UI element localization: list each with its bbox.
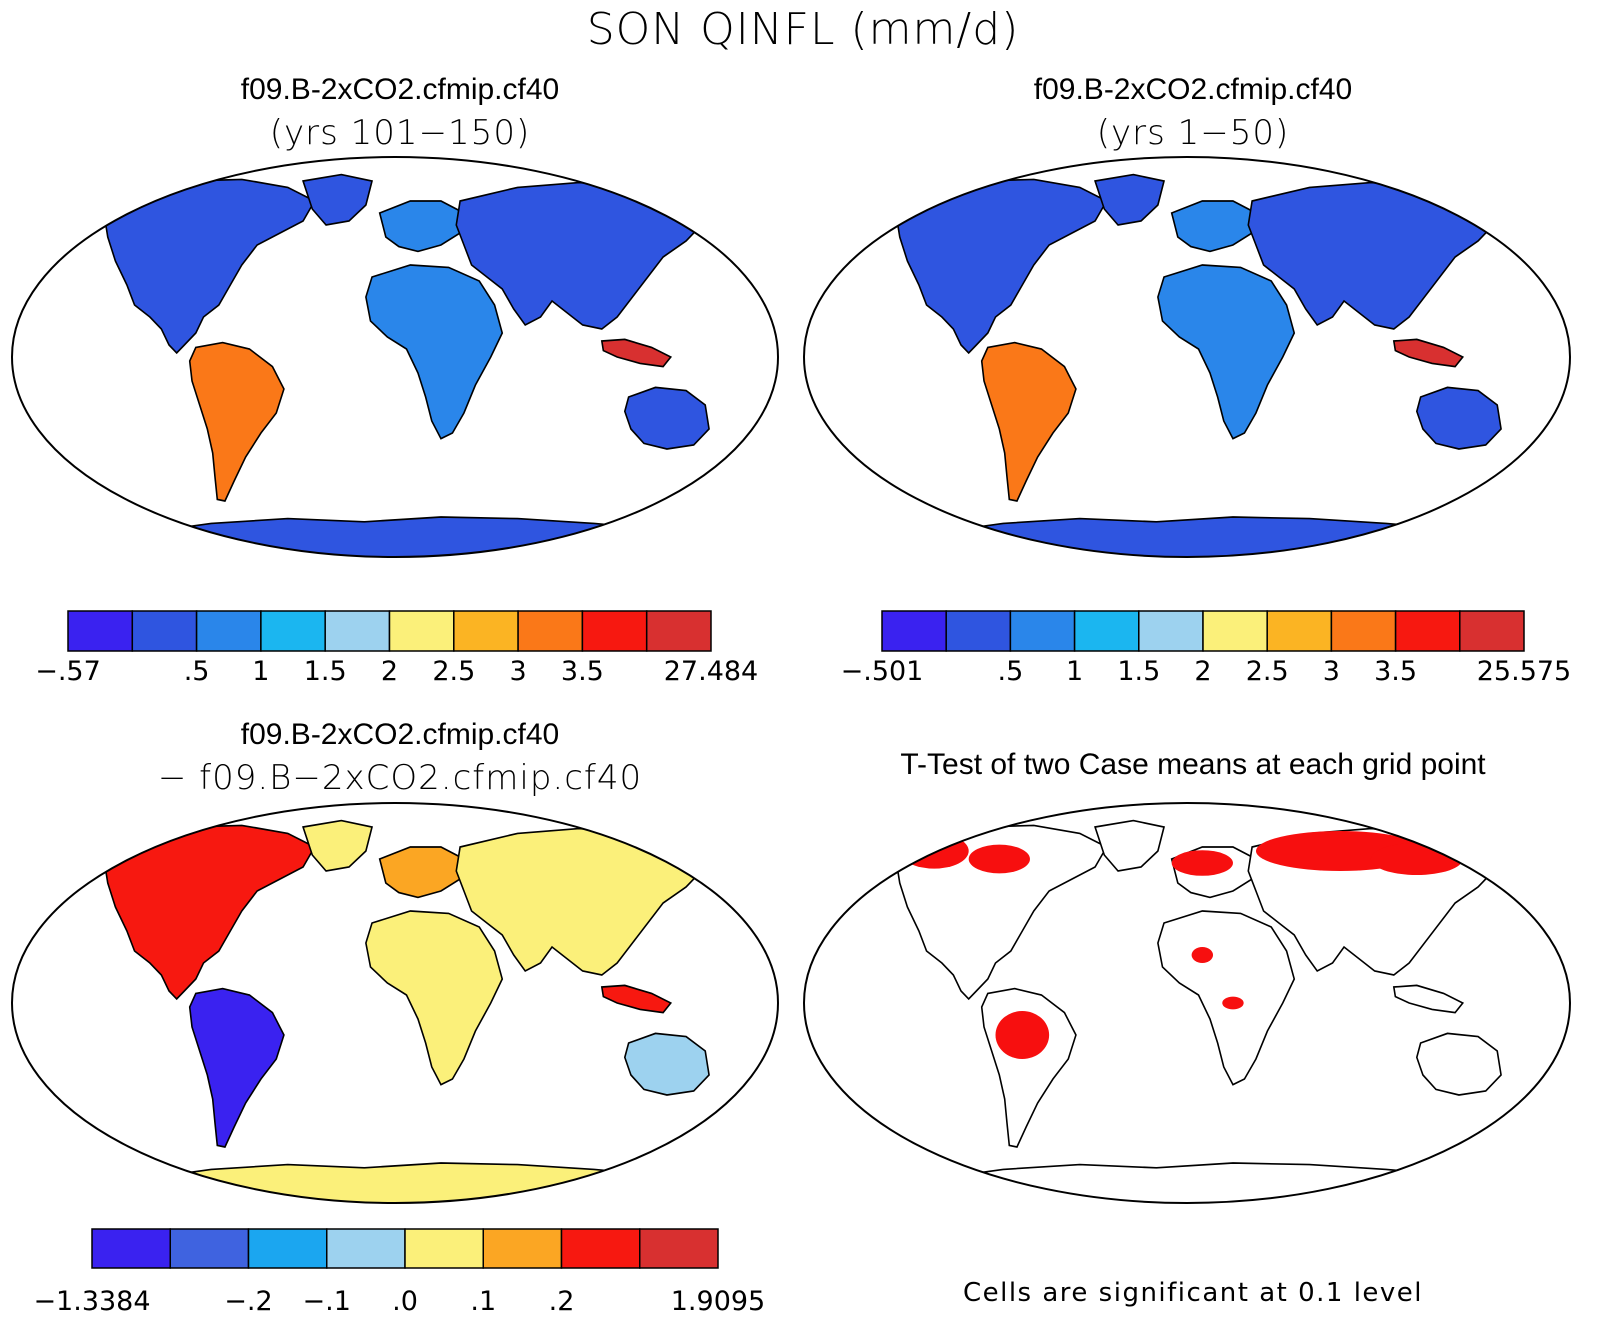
ttest-note: Cells are significant at 0.1 level [962,1278,1424,1308]
land-an [133,516,664,557]
colorbar-tick-label: .0 [392,1286,418,1317]
colorbar-swatch [131,610,198,652]
map-case1 [11,156,779,558]
land-an [925,1162,1456,1203]
panel-case1-title: f09.B-2xCO2.cfmip.cf40 [240,73,560,106]
colorbar-swatch [1202,610,1268,652]
colorbar-tick-label: .5 [998,656,1024,687]
colorbar-swatch [581,610,648,652]
map-border [11,156,779,558]
colorbar-tick-label: .1 [470,1286,496,1317]
colorbar-swatch [517,610,584,652]
colorbar-case1: −.57 .5 1 1.5 2 2.5 3 3.5 27.484 [35,610,758,687]
significant-cell [899,833,969,869]
colorbar-tick-label: 1 [1066,656,1083,687]
colorbar-swatch [1009,610,1076,652]
colorbar-swatch [1266,610,1333,652]
significant-cell [1191,947,1214,963]
significant-cell [995,1011,1050,1059]
panel-ttest-title: T-Test of two Case means at each grid po… [900,748,1486,781]
colorbar-swatch [945,610,1012,652]
colorbar-tick-label: −.501 [841,656,924,687]
map-border [11,802,779,1204]
colorbar-tick-label: .5 [184,656,210,687]
map-border [803,156,1571,558]
colorbar-tick-label: 1.5 [1117,656,1160,687]
colorbar-tick-label: 1.9095 [671,1286,765,1317]
colorbar-swatch [1138,610,1204,652]
colorbar-swatch [91,1228,171,1269]
colorbar-swatch [1459,610,1525,652]
colorbar-swatch [260,610,326,652]
significant-cell [1171,850,1233,876]
colorbar-swatch [1073,610,1140,652]
colorbar-swatch [67,610,134,652]
colorbar-tick-label: 2.5 [432,656,475,687]
colorbar-tick-label: −1.3384 [33,1286,150,1317]
colorbar-tick-label: 1.5 [304,656,347,687]
colorbar-difference: −1.3384 −.2 −.1 .0 .1 .2 1.9095 [33,1228,765,1317]
map-border [803,802,1571,1204]
colorbar-tick-label: −.57 [35,656,101,687]
colorbar-swatch [195,610,262,652]
panel-diff-subtitle: − f09.B−2xCO2.cfmip.cf40 [157,758,643,798]
colorbar-tick-label: 25.575 [1477,656,1571,687]
colorbar-swatch [324,610,391,652]
panel-diff-title: f09.B-2xCO2.cfmip.cf40 [240,718,560,751]
panel-case2-title: f09.B-2xCO2.cfmip.cf40 [1033,73,1353,106]
colorbar-swatch [453,610,519,652]
land-an [133,1162,664,1203]
colorbar-tick-label: −.1 [303,1286,351,1317]
colorbar-swatch [247,1228,328,1269]
map-ttest [803,802,1571,1204]
map-panels [11,156,1571,1204]
colorbar-tick-label: 3 [1323,656,1340,687]
colorbar-tick-label: 2 [381,656,398,687]
colorbar-tick-label: 3.5 [1374,656,1417,687]
panel-case1-subtitle: (yrs 101−150) [269,113,531,153]
colorbar-swatch [388,610,455,652]
colorbar-swatch [404,1228,484,1269]
colorbar-swatch [639,1228,719,1269]
colorbar-tick-label: 3 [510,656,527,687]
colorbar-swatch [560,1228,641,1269]
significant-cell [968,844,1030,874]
land-an [925,516,1456,557]
significant-cell [1370,843,1463,875]
colorbar-swatch [482,1228,563,1269]
colorbar-swatch [326,1228,406,1269]
colorbar-tick-label: .2 [549,1286,575,1317]
significant-cell [1222,996,1244,1010]
colorbar-swatch [1394,610,1461,652]
colorbar-tick-label: 2 [1194,656,1211,687]
map-case2 [803,156,1571,558]
colorbar-tick-label: −.2 [224,1286,272,1317]
colorbar-swatch [1330,610,1397,652]
map-difference [11,802,779,1204]
colorbars: −.57 .5 1 1.5 2 2.5 3 3.5 27.484 −.501 .5 1 1.5 2 2.5 3… [33,610,1571,1317]
colorbar-swatch [169,1228,250,1269]
colorbar-swatch [645,610,712,652]
colorbar-case2: −.501 .5 1 1.5 2 2.5 3 3.5 25.575 [841,610,1571,687]
colorbar-tick-label: 2.5 [1246,656,1289,687]
colorbar-swatch [881,610,947,652]
panel-case2-subtitle: (yrs 1−50) [1096,113,1290,153]
colorbar-tick-label: 27.484 [664,656,758,687]
colorbar-tick-label: 3.5 [561,656,604,687]
colorbar-tick-label: 1 [252,656,269,687]
figure-title: SON QINFL (mm/d) [586,4,1020,55]
